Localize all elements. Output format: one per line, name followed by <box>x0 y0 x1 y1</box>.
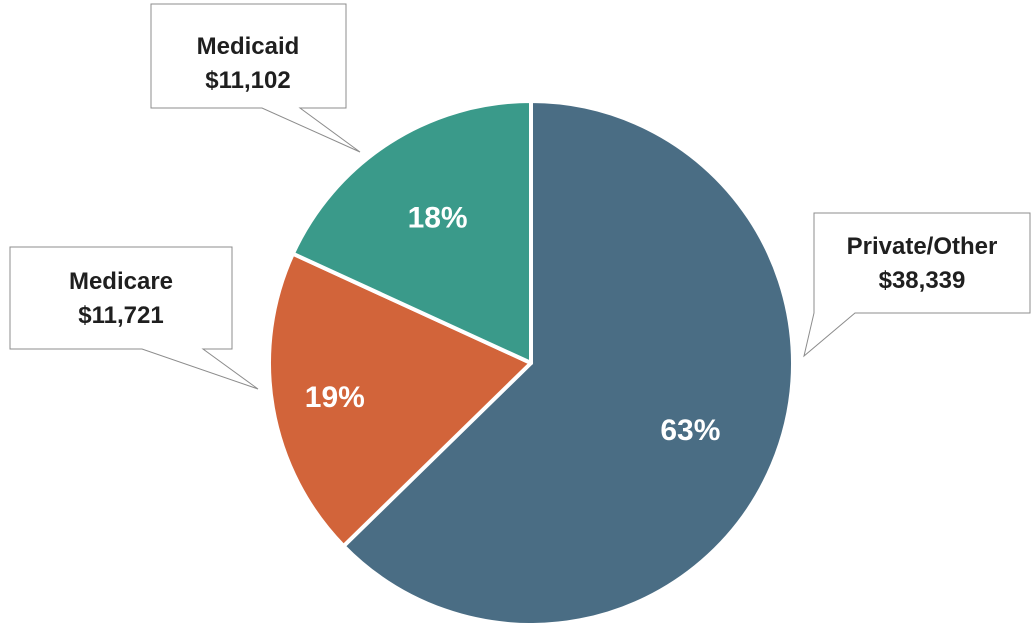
callout-medicare-label: Medicare <box>69 268 173 295</box>
pie-slice-private <box>341 99 795 623</box>
percent-labels: 63% 19% 18% <box>305 201 721 447</box>
callout-private-box <box>803 212 1031 358</box>
callout-medicare-box <box>9 246 259 390</box>
pct-label-medicare: 19% <box>305 381 365 414</box>
callout-medicaid: Medicaid $11,102 <box>150 3 361 153</box>
callout-private: Private/Other $38,339 <box>803 212 1031 358</box>
callout-medicaid-box <box>150 3 361 153</box>
callout-medicare-amount: $11,721 <box>78 302 163 329</box>
pie-slice-medicaid <box>290 99 533 365</box>
pie-slices <box>267 99 795 623</box>
callout-medicaid-label: Medicaid <box>197 33 300 60</box>
callout-medicare: Medicare $11,721 <box>9 246 259 390</box>
callout-medicaid-amount: $11,102 <box>205 67 290 94</box>
pct-label-medicaid: 18% <box>408 201 468 234</box>
callout-private-label: Private/Other <box>847 233 998 260</box>
callout-private-amount: $38,339 <box>879 267 966 294</box>
pie-slice-medicare <box>267 251 533 549</box>
pct-label-private: 63% <box>660 414 720 447</box>
